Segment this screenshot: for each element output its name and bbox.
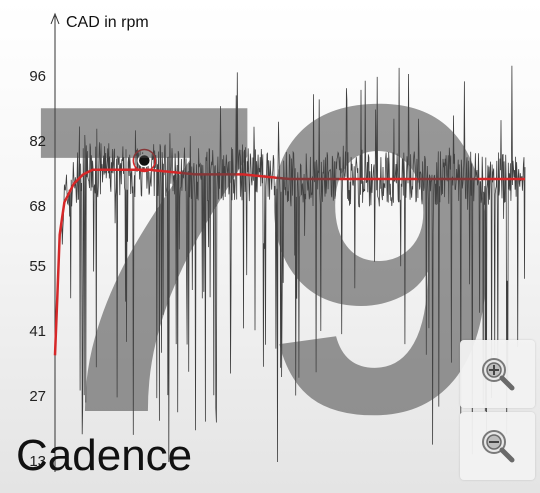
zoom-out-icon (481, 430, 514, 463)
zoom-in-button[interactable] (460, 340, 535, 408)
y-tick-label: 55 (29, 258, 46, 276)
y-tick-label: 41 (29, 323, 46, 341)
zoom-out-button[interactable] (460, 412, 535, 480)
y-axis-arrow (50, 12, 60, 25)
current-position-ring (132, 148, 157, 173)
y-axis-title: CAD in rpm (66, 14, 149, 31)
current-value-watermark: 79 (22, 14, 503, 493)
metric-label: Cadence (16, 431, 193, 480)
y-tick-label: 82 (29, 132, 46, 150)
y-tick-label: 13 (29, 453, 46, 470)
current-position-marker (137, 153, 152, 168)
zoom-in-icon (481, 358, 514, 391)
y-tick-label: 96 (29, 68, 46, 85)
y-tick-label: 27 (29, 388, 46, 406)
raw-cadence-line (54, 65, 526, 463)
y-tick-label: 68 (29, 197, 46, 215)
average-cadence-line (53, 168, 525, 356)
